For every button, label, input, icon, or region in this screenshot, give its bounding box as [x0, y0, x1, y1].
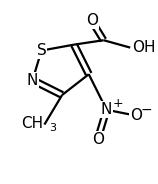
Text: OH: OH: [132, 40, 155, 55]
Text: 3: 3: [49, 123, 56, 132]
Text: O: O: [130, 108, 142, 123]
Text: S: S: [36, 43, 46, 58]
Text: −: −: [141, 103, 153, 117]
Text: CH: CH: [21, 116, 43, 131]
Text: N: N: [27, 73, 38, 88]
Text: N: N: [101, 102, 112, 117]
Text: O: O: [92, 132, 104, 147]
Text: O: O: [86, 13, 98, 29]
Text: +: +: [112, 97, 123, 110]
